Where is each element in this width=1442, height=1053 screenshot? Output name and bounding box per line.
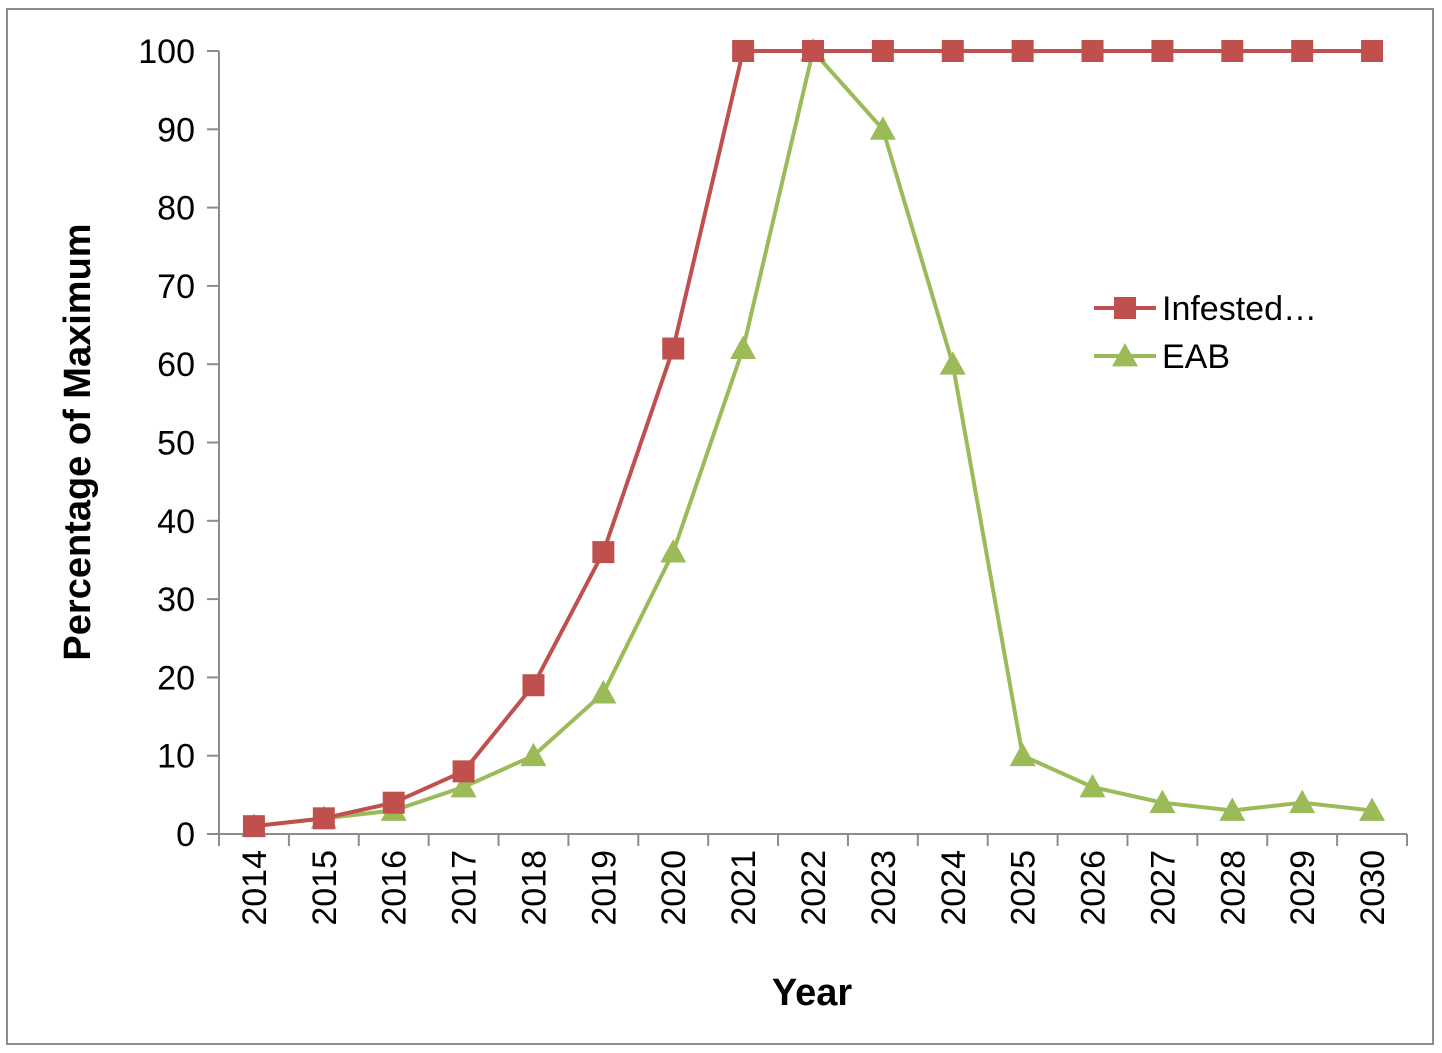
- data-point-eab: [520, 742, 547, 767]
- data-point-eab: [869, 116, 896, 140]
- x-tick-label: 2027: [1144, 850, 1182, 926]
- data-point-infested: [1081, 40, 1104, 62]
- data-point-infested: [732, 40, 755, 62]
- data-point-infested: [871, 40, 894, 62]
- data-point-infested: [1011, 40, 1034, 62]
- y-tick-label: 100: [138, 33, 195, 71]
- y-tick-label: 90: [157, 111, 195, 149]
- y-tick-label: 70: [157, 268, 195, 306]
- data-point-eab: [1079, 774, 1106, 798]
- chart-frame: [6, 8, 1434, 1045]
- x-tick-label: 2015: [306, 850, 344, 926]
- data-point-eab: [590, 680, 617, 704]
- series-eab: [240, 38, 1386, 837]
- x-tick-label: 2028: [1214, 850, 1252, 926]
- data-point-infested: [242, 815, 265, 838]
- y-axis-title: Percentage of Maximum: [57, 223, 99, 660]
- data-point-eab: [939, 351, 966, 375]
- x-axis: 2014 2015 2016 2017 2018 2019 2020 2021 2022 2023…: [218, 833, 1408, 926]
- legend-item-eab: EAB: [1094, 338, 1230, 376]
- y-tick-label: 40: [157, 503, 195, 541]
- y-tick-label: 0: [176, 816, 195, 854]
- y-axis: 0 10 20 30 40 50 60 70 80 90 100: [138, 33, 220, 854]
- data-point-infested: [1151, 40, 1174, 62]
- x-tick-label: 2019: [585, 850, 623, 926]
- x-tick-label: 2014: [236, 850, 274, 926]
- x-tick-label: 2023: [865, 850, 903, 926]
- x-tick-label: 2018: [515, 850, 553, 926]
- data-point-infested: [941, 40, 964, 62]
- series-line-eab: [253, 49, 1373, 829]
- data-point-infested: [592, 541, 615, 564]
- y-tick-label: 50: [157, 425, 195, 463]
- data-point-eab: [1289, 789, 1316, 814]
- data-point-infested: [312, 807, 335, 830]
- series-infested: [242, 40, 1384, 838]
- y-tick-label: 60: [157, 346, 195, 384]
- legend-label-eab: EAB: [1162, 338, 1230, 376]
- x-tick-label: 2029: [1284, 850, 1322, 926]
- x-tick-label: 2026: [1075, 850, 1113, 926]
- x-tick-label: 2022: [795, 850, 833, 926]
- y-tick-label: 80: [157, 190, 195, 228]
- data-point-infested: [802, 40, 824, 62]
- series-line-infested: [253, 49, 1373, 829]
- data-point-infested: [1291, 40, 1314, 62]
- data-point-eab: [1009, 742, 1036, 767]
- data-point-infested: [1361, 40, 1384, 62]
- data-point-eab: [450, 774, 477, 798]
- x-tick-label: 2020: [655, 850, 693, 926]
- data-point-infested: [1221, 40, 1244, 62]
- data-point-eab: [730, 335, 757, 359]
- data-point-infested: [382, 791, 405, 814]
- legend-item-infested: Infested…: [1094, 290, 1317, 328]
- x-tick-label: 2025: [1005, 850, 1043, 926]
- legend: Infested… EAB: [1094, 290, 1317, 376]
- legend-marker-eab: [1112, 343, 1138, 367]
- x-tick-label: 2024: [935, 850, 973, 926]
- data-point-eab: [1359, 797, 1386, 821]
- data-point-infested: [662, 337, 685, 360]
- data-point-eab: [1149, 789, 1176, 814]
- y-tick-label: 30: [157, 581, 195, 619]
- data-point-infested: [452, 760, 475, 783]
- y-tick-label: 10: [157, 738, 195, 776]
- y-tick-label: 20: [157, 659, 195, 697]
- data-point-infested: [522, 674, 545, 697]
- legend-label-infested: Infested…: [1162, 290, 1317, 328]
- x-tick-label: 2030: [1354, 850, 1392, 926]
- legend-marker-infested: [1114, 297, 1136, 319]
- x-tick-label: 2017: [446, 850, 484, 926]
- x-axis-title: Year: [772, 972, 853, 1014]
- data-point-eab: [1219, 797, 1246, 821]
- x-tick-label: 2016: [376, 850, 414, 926]
- series-layer: [240, 38, 1386, 838]
- data-point-eab: [660, 539, 687, 563]
- x-tick-label: 2021: [725, 850, 763, 926]
